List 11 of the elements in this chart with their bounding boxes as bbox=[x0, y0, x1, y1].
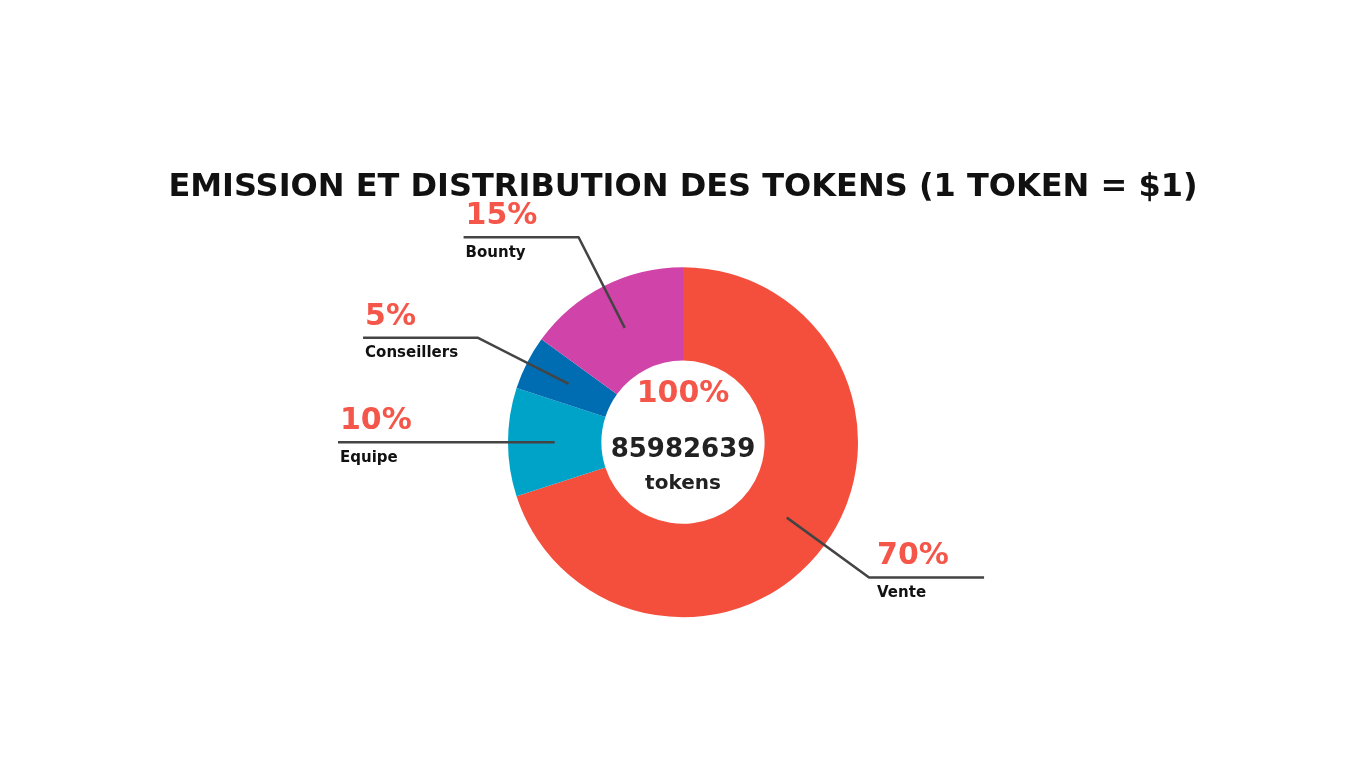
data-label: 15% bbox=[465, 196, 538, 232]
data-label: 10% bbox=[340, 401, 412, 436]
slice-label: Equipe bbox=[340, 447, 398, 466]
text: tokens bbox=[645, 470, 721, 495]
slice-label: Conseillers bbox=[365, 343, 459, 362]
text: 85982639 bbox=[610, 432, 756, 463]
slice-label: Bounty bbox=[465, 242, 526, 261]
data-label: 70% bbox=[877, 536, 949, 572]
data-label: 5% bbox=[365, 296, 417, 332]
text: 100% bbox=[636, 374, 730, 409]
slice-label: Vente bbox=[877, 582, 927, 601]
